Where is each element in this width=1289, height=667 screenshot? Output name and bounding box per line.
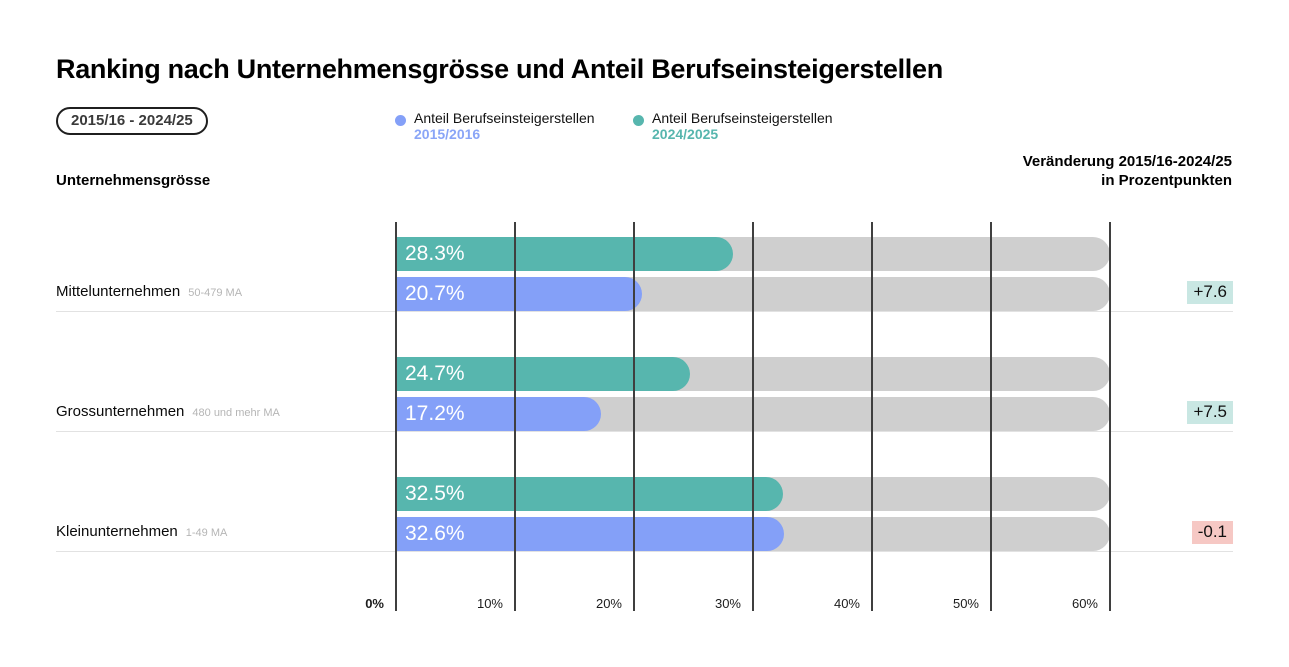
gridline-10pct (514, 222, 516, 611)
column-header-veraenderung: Veränderung 2015/16-2024/25 in Prozentpu… (1022, 153, 1232, 189)
column-header-unternehmensgroesse: Unternehmensgrösse (56, 172, 211, 189)
row-label-mittelunternehmen: Mittelunternehmen (56, 283, 181, 300)
legend-item-2024: Anteil Berufseinsteigerstellen 2024/2025 (633, 110, 833, 142)
legend-label-2024: Anteil Berufseinsteigerstellen (652, 110, 833, 126)
bar-2015-mittelunternehmen: 20.7% (396, 277, 643, 311)
bar-value-label: 32.6% (405, 522, 465, 545)
legend-label-2015: Anteil Berufseinsteigerstellen (414, 110, 595, 126)
table-row: Mittelunternehmen 50-479 MA 28.3% 20.7% +… (0, 237, 1289, 312)
gridline-60pct (1109, 222, 1111, 611)
change-badge-grossunternehmen: +7.5 (1187, 401, 1233, 424)
row-label-kleinunternehmen: Kleinunternehmen (56, 523, 178, 540)
legend-item-2015: Anteil Berufseinsteigerstellen 2015/2016 (395, 110, 595, 142)
table-row: Grossunternehmen 480 und mehr MA 24.7% 17… (0, 357, 1289, 432)
row-label-grossunternehmen: Grossunternehmen (56, 403, 185, 420)
legend-sublabel-2015: 2015/2016 (414, 126, 481, 142)
bar-value-label: 20.7% (405, 282, 465, 305)
legend-dot-2024-icon (633, 115, 644, 126)
x-tick-0: 0% (365, 596, 384, 611)
gridline-50pct (990, 222, 992, 611)
legend-dot-2015-icon (395, 115, 406, 126)
x-tick-50: 50% (952, 596, 979, 611)
page-title: Ranking nach Unternehmensgrösse und Ante… (56, 54, 943, 84)
period-badge: 2015/16 - 2024/25 (56, 107, 208, 135)
change-badge-kleinunternehmen: -0.1 (1191, 521, 1233, 544)
bar-2015-grossunternehmen: 17.2% (396, 397, 601, 431)
bar-value-label: 24.7% (405, 362, 465, 385)
gridline-20pct (633, 222, 635, 611)
legend-sublabel-2024: 2024/2025 (652, 126, 719, 142)
x-tick-60: 60% (1071, 596, 1098, 611)
change-badge-mittelunternehmen: +7.6 (1187, 281, 1233, 304)
row-sublabel-kleinunternehmen: 1-49 MA (185, 527, 228, 539)
x-tick-10: 10% (476, 596, 503, 611)
bar-value-label: 28.3% (405, 242, 465, 265)
row-sublabel-grossunternehmen: 480 und mehr MA (192, 407, 280, 419)
bar-value-label: 17.2% (405, 402, 465, 425)
x-tick-30: 30% (714, 596, 741, 611)
bar-2024-kleinunternehmen: 32.5% (396, 477, 783, 511)
bar-2024-mittelunternehmen: 28.3% (396, 237, 733, 271)
gridline-0pct (395, 222, 397, 611)
table-row: Kleinunternehmen 1-49 MA 32.5% 32.6% -0.1 (0, 477, 1289, 552)
gridline-40pct (871, 222, 873, 611)
row-divider (56, 311, 1233, 312)
x-tick-20: 20% (595, 596, 622, 611)
x-tick-40: 40% (833, 596, 860, 611)
row-divider (56, 551, 1233, 552)
bar-2024-grossunternehmen: 24.7% (396, 357, 690, 391)
row-sublabel-mittelunternehmen: 50-479 MA (188, 287, 243, 299)
bar-2015-kleinunternehmen: 32.6% (396, 517, 784, 551)
row-divider (56, 431, 1233, 432)
gridline-30pct (752, 222, 754, 611)
bar-value-label: 32.5% (405, 482, 465, 505)
